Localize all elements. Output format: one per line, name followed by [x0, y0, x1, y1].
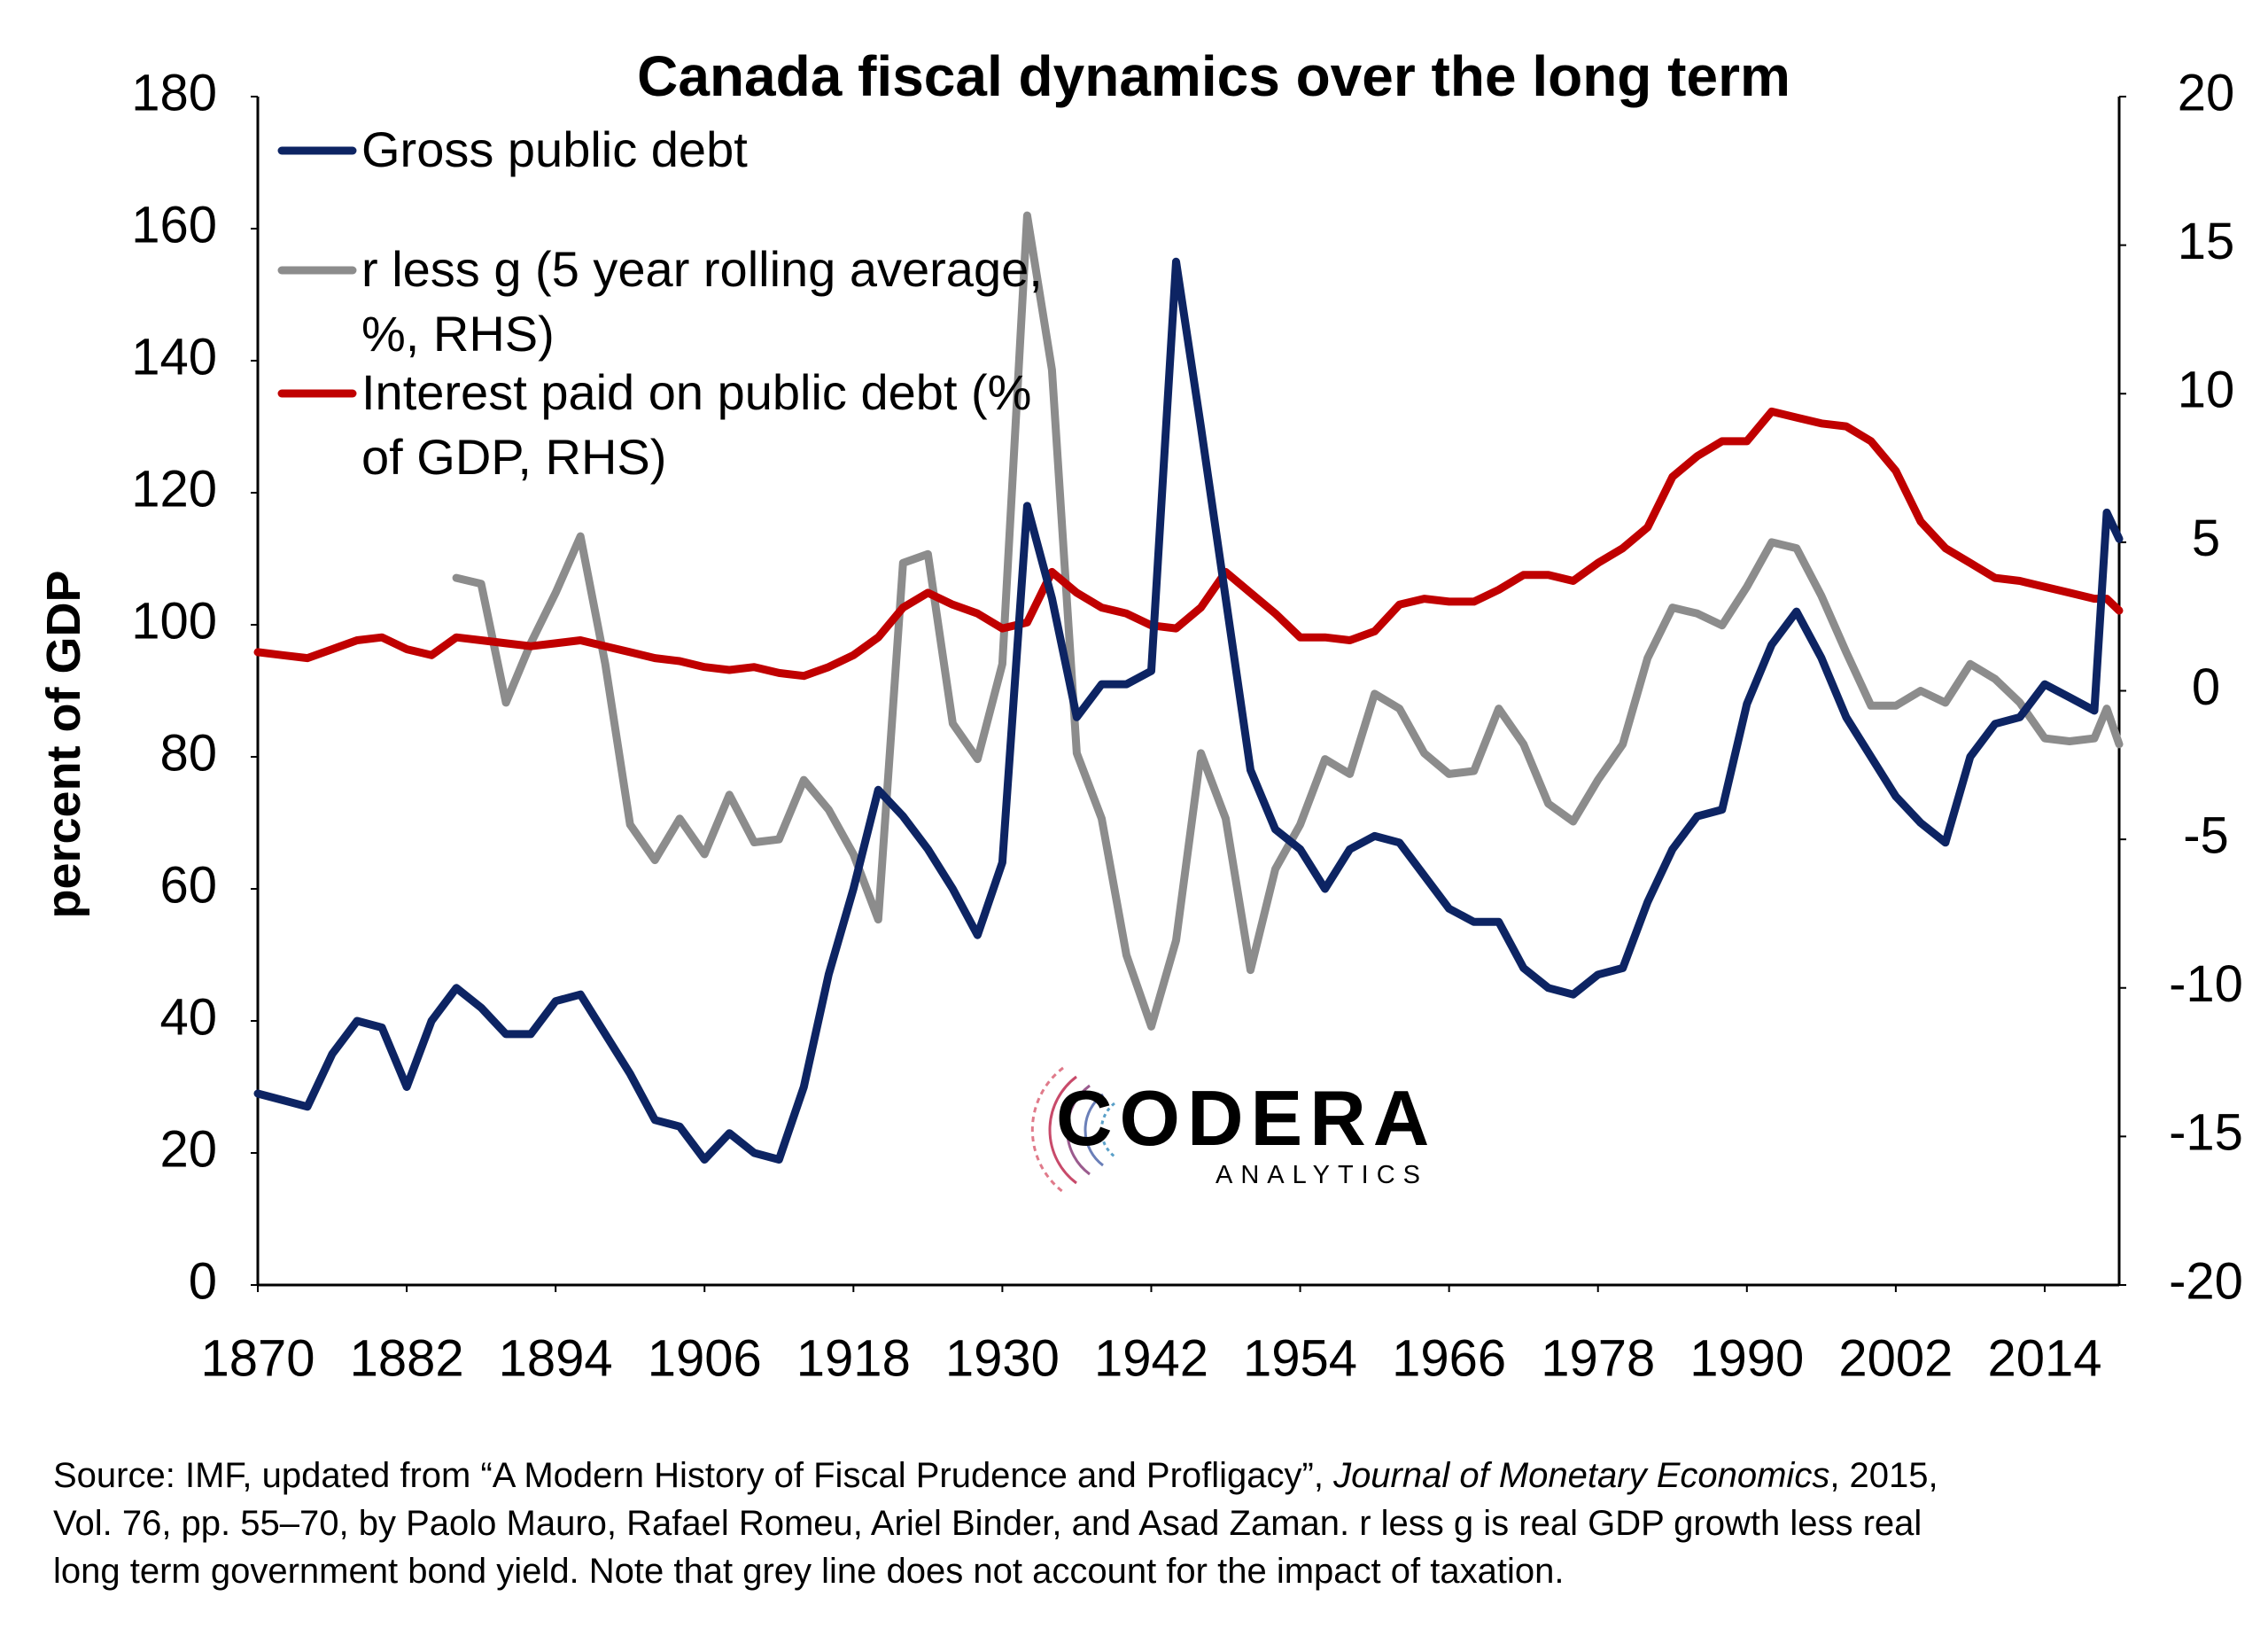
x-tick-label: 1990 [1689, 1329, 1804, 1387]
y-tick-label: 20 [159, 1120, 217, 1178]
y2-tick-label: 5 [2192, 510, 2220, 567]
y-tick-label: 120 [131, 460, 217, 518]
data-line [452, 211, 2124, 1031]
y-tick-label: 140 [131, 328, 217, 385]
legend-label: Gross public debt [361, 121, 748, 177]
x-tick-label: 1966 [1392, 1329, 1506, 1387]
x-tick-label: 1894 [499, 1329, 613, 1387]
y-axis-label: percent of GDP [37, 570, 90, 918]
source-text: Source: IMF, updated from “A Modern Hist… [53, 1456, 1333, 1495]
legend-entry: Gross public debt [277, 121, 748, 177]
legend-entry: r less g (5 year rolling average,%, RHS) [277, 241, 1043, 362]
logo-arcs [1030, 1066, 1115, 1194]
y2-tick-label: 10 [2178, 362, 2235, 419]
data-line [253, 407, 2124, 681]
y-tick-label: 40 [159, 988, 217, 1046]
x-tick-label: 1918 [796, 1329, 911, 1387]
data-line [253, 257, 2124, 1164]
watermark-name: CODERA [1056, 1074, 1436, 1162]
y2-tick-label: -10 [2169, 955, 2243, 1013]
x-tick-label: 1870 [200, 1329, 315, 1387]
y-tick-label: 180 [131, 64, 217, 121]
legend-entry: Interest paid on public debt (% of GDP, R… [277, 364, 1031, 485]
x-tick-label: 2002 [1838, 1329, 1953, 1387]
source-note: long term government bond yield. Note th… [53, 1552, 1564, 1591]
x-tick-label: 1930 [945, 1329, 1060, 1387]
source-journal: Journal of Monetary Economics [1332, 1456, 1829, 1495]
x-tick-label: 1942 [1094, 1329, 1208, 1387]
legend-label: r less g (5 year rolling average,%, RHS) [361, 241, 1043, 362]
source-note: Source: IMF, updated from “A Modern Hist… [53, 1456, 1938, 1495]
y-tick-label: 160 [131, 196, 217, 253]
y-tick-label: 60 [159, 856, 217, 914]
y-tick-label: 80 [159, 724, 217, 782]
x-tick-label: 2014 [1987, 1329, 2101, 1387]
legend-label: Interest paid on public debt (% of GDP, R… [361, 364, 1031, 485]
y2-tick-label: -5 [2183, 806, 2229, 864]
x-tick-label: 1978 [1541, 1329, 1655, 1387]
chart-title: Canada fiscal dynamics over the long ter… [637, 44, 1790, 108]
x-tick-label: 1954 [1243, 1329, 1357, 1387]
y2-tick-label: -15 [2169, 1104, 2243, 1162]
source-note: Vol. 76, pp. 55–70, by Paolo Mauro, Rafa… [53, 1504, 1922, 1543]
x-tick-label: 1882 [350, 1329, 464, 1387]
x-tick-label: 1906 [648, 1329, 762, 1387]
source-text: , 2015, [1829, 1456, 1938, 1495]
y2-tick-label: 15 [2178, 213, 2235, 270]
y2-tick-label: 20 [2178, 64, 2235, 121]
y2-tick-label: -20 [2169, 1252, 2243, 1310]
y-tick-label: 0 [189, 1252, 217, 1310]
watermark: CODERA ANALYTICS [1030, 1066, 1436, 1194]
y-tick-label: 100 [131, 592, 217, 650]
y2-tick-label: 0 [2192, 658, 2220, 716]
watermark-sub: ANALYTICS [1216, 1161, 1428, 1189]
